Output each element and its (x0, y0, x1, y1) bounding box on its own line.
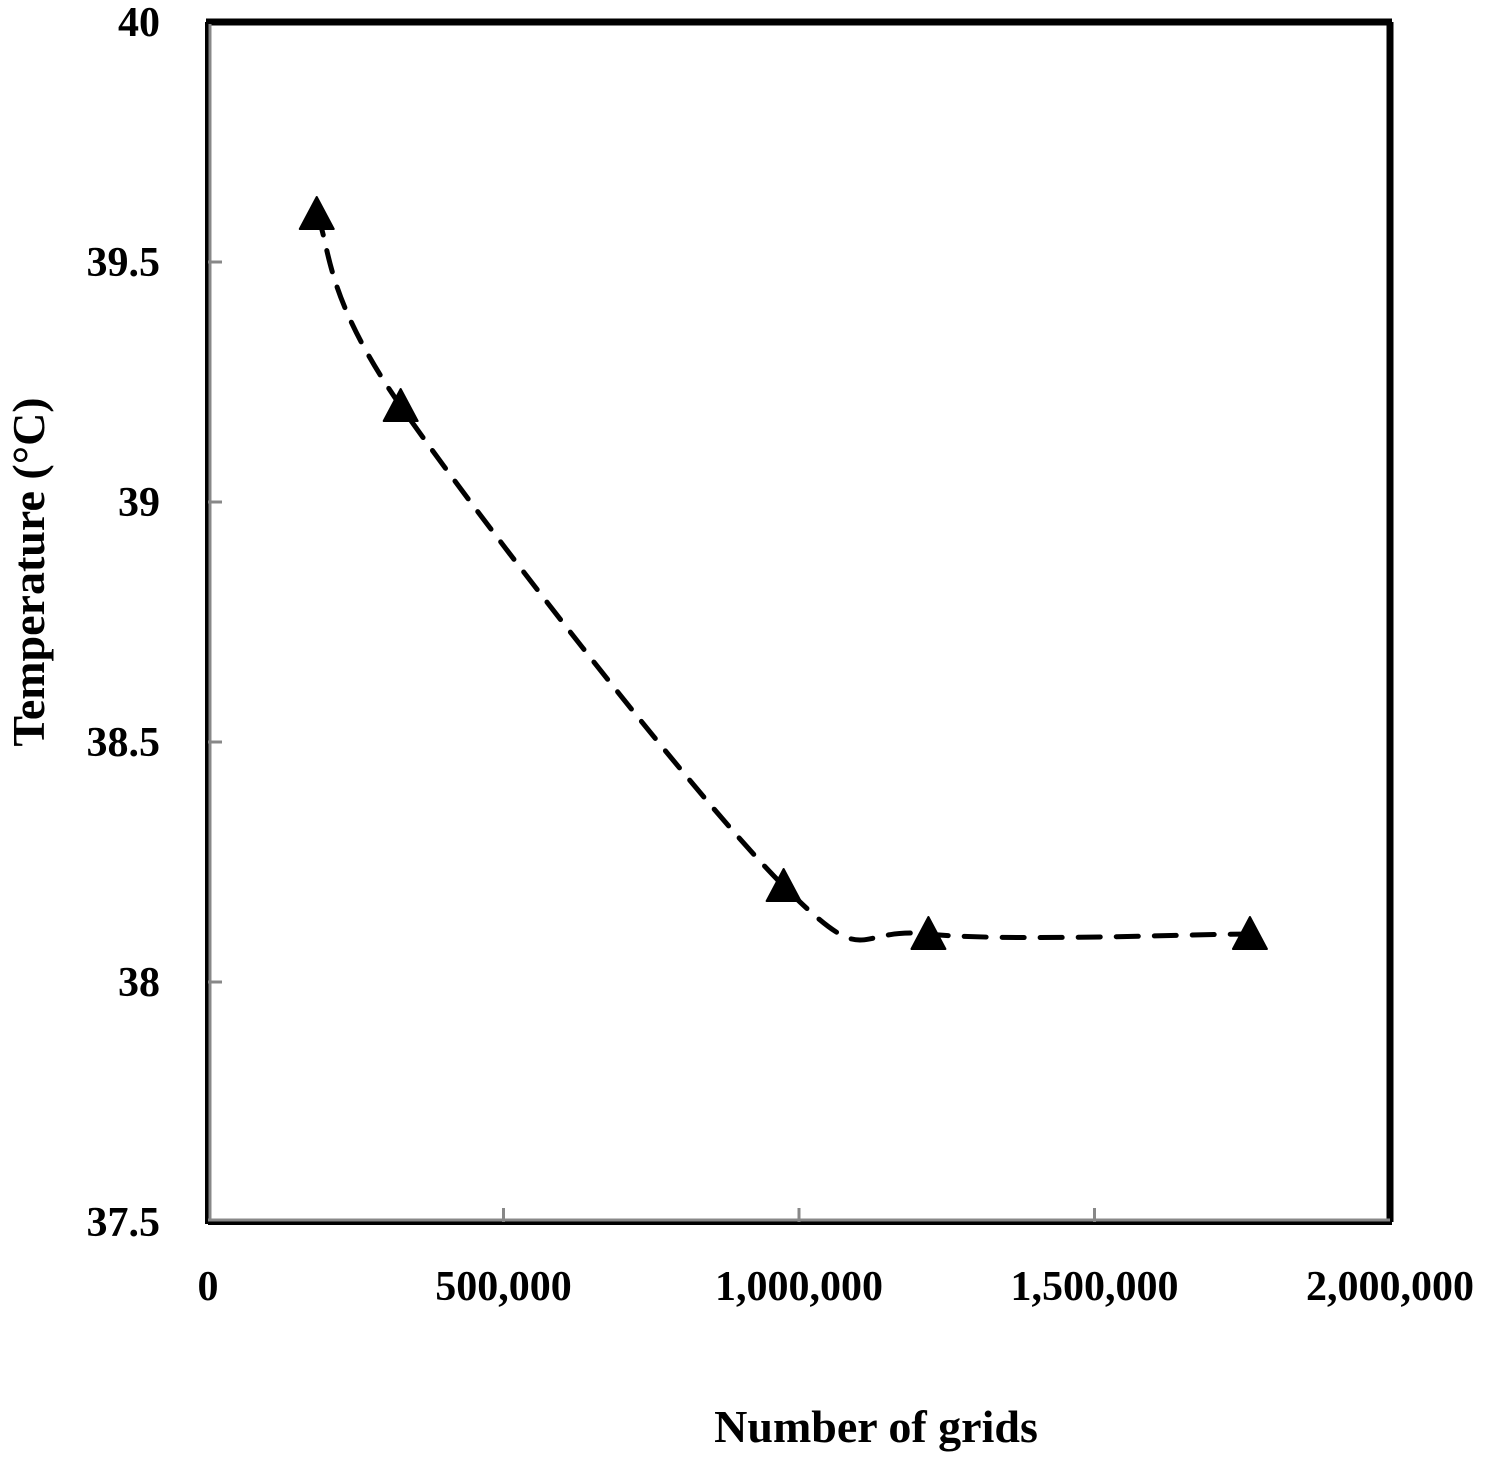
y-tick-label: 39.5 (87, 240, 161, 286)
series-line (314, 211, 1253, 943)
plot-frame (205, 18, 1394, 1225)
axis-ticks: 37.5 38 38.5 39 39.5 40 0 500,000 1,000,000 1,500… (87, 0, 1475, 1310)
x-axis-label: Number of grids (714, 1401, 1038, 1452)
triangle-marker (1231, 916, 1268, 950)
triangle-marker (765, 868, 802, 902)
x-tick-label: 0 (198, 1264, 219, 1310)
y-tick-label: 38.5 (87, 720, 161, 766)
y-tick-label: 38 (118, 960, 160, 1006)
y-tick-label: 37.5 (87, 1200, 161, 1246)
triangle-marker (382, 388, 419, 422)
triangle-marker (910, 916, 947, 950)
x-tick-label: 1,500,000 (1011, 1264, 1179, 1310)
x-tick-label: 500,000 (435, 1264, 572, 1310)
y-tick-label: 40 (118, 0, 160, 46)
x-tick-label: 1,000,000 (715, 1264, 883, 1310)
y-axis-label: Temperature (°C) (3, 397, 54, 746)
triangle-marker (298, 196, 335, 230)
x-tick-label: 2,000,000 (1306, 1264, 1474, 1310)
series-group (298, 196, 1268, 950)
y-tick-label: 39 (118, 480, 160, 526)
